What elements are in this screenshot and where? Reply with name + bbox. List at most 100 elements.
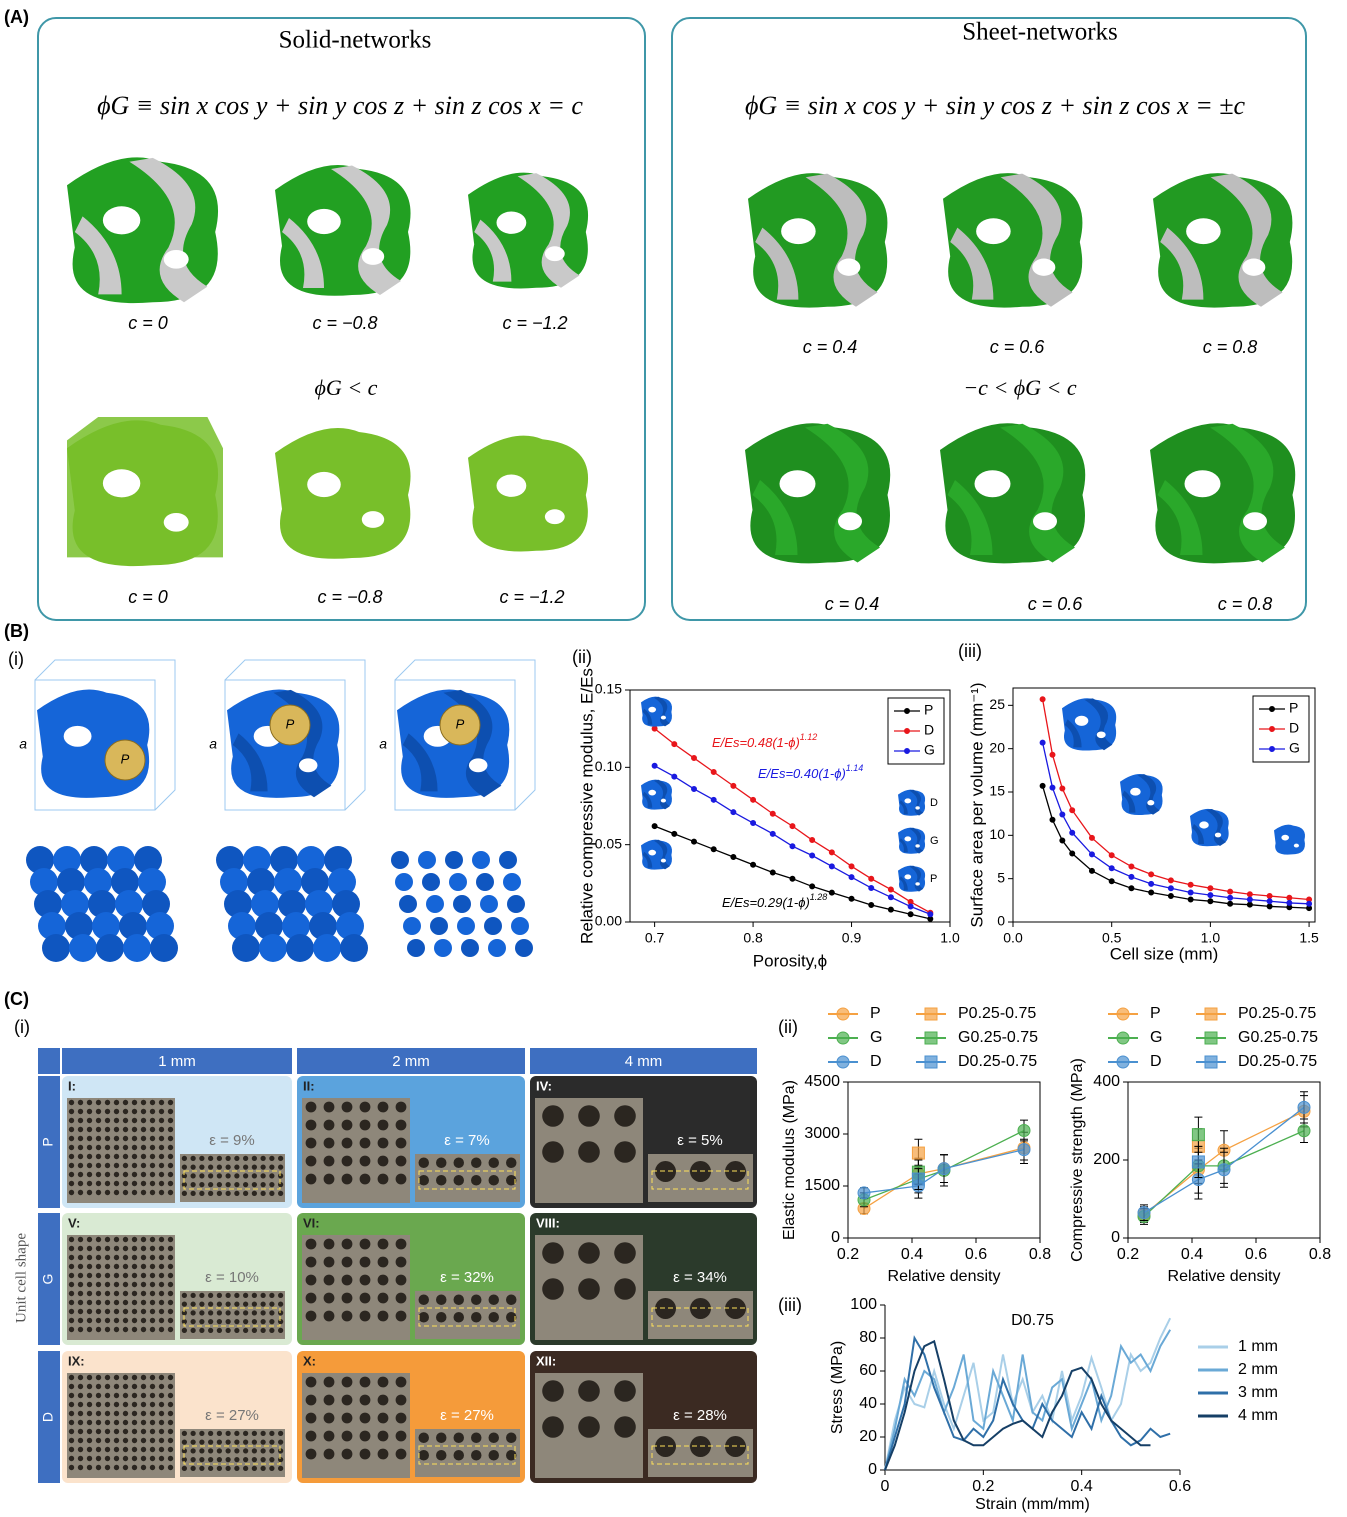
x-tick-label: 0.6 bbox=[1169, 1478, 1191, 1495]
illustration-hole bbox=[362, 511, 384, 528]
illustration-hole bbox=[1242, 259, 1265, 276]
specimen-pore bbox=[168, 1429, 173, 1434]
sub-label: (iii) bbox=[958, 641, 982, 661]
marker bbox=[731, 810, 736, 815]
specimen-pore bbox=[69, 1309, 74, 1314]
specimen-pore bbox=[96, 1118, 101, 1123]
specimen-pore bbox=[471, 1158, 482, 1169]
marker bbox=[1060, 786, 1065, 791]
specimen-pore bbox=[226, 1319, 231, 1324]
specimen-pore bbox=[396, 1413, 407, 1424]
marker bbox=[1089, 852, 1094, 857]
specimen-pore bbox=[105, 1237, 110, 1242]
specimen-pore bbox=[419, 1312, 430, 1323]
lattice-node bbox=[515, 939, 533, 957]
specimen-pore bbox=[123, 1318, 128, 1323]
illustration-hole bbox=[545, 246, 565, 261]
specimen-pore bbox=[396, 1431, 407, 1442]
specimen-pore bbox=[159, 1181, 164, 1186]
specimen-pore bbox=[261, 1191, 266, 1196]
specimen-pore bbox=[278, 1156, 283, 1161]
illustration-hole bbox=[661, 859, 666, 863]
marker bbox=[1050, 785, 1055, 790]
specimen-pore bbox=[159, 1375, 164, 1380]
illustration-hole bbox=[164, 513, 189, 532]
specimen-pore bbox=[87, 1309, 92, 1314]
specimen-pore bbox=[123, 1109, 128, 1114]
specimen-pore bbox=[96, 1181, 101, 1186]
illustration-hole bbox=[661, 716, 666, 720]
specimen-pore bbox=[132, 1384, 137, 1389]
specimen-pore bbox=[96, 1300, 101, 1305]
specimen-pore bbox=[114, 1438, 119, 1443]
specimen-pore bbox=[141, 1109, 146, 1114]
specimen-pore bbox=[87, 1375, 92, 1380]
legend-label: 2 mm bbox=[1238, 1361, 1278, 1378]
specimen-pore bbox=[150, 1190, 155, 1195]
specimen-pore bbox=[96, 1402, 101, 1407]
marker bbox=[1168, 886, 1173, 891]
specimen-pore bbox=[243, 1191, 248, 1196]
specimen-pore bbox=[150, 1291, 155, 1296]
annotation-text: E/Es=0.48(1-ϕ) bbox=[712, 735, 800, 750]
marker bbox=[1149, 872, 1154, 877]
x-tick-label: 0.2 bbox=[1117, 1246, 1139, 1263]
marker bbox=[849, 864, 854, 869]
specimen-pore bbox=[261, 1156, 266, 1161]
illustration-hole bbox=[307, 472, 341, 497]
illustration-hole bbox=[103, 206, 140, 234]
marker bbox=[849, 875, 854, 880]
specimen-pore bbox=[168, 1393, 173, 1398]
lattice-node bbox=[403, 917, 421, 935]
marker bbox=[1208, 893, 1213, 898]
specimen-pore bbox=[159, 1465, 164, 1470]
specimen-pore bbox=[396, 1377, 407, 1388]
specimen-pore bbox=[132, 1136, 137, 1141]
series-line bbox=[1043, 743, 1309, 904]
specimen-pore bbox=[234, 1440, 239, 1445]
specimen-pore bbox=[217, 1191, 222, 1196]
specimen-pore bbox=[123, 1438, 128, 1443]
lattice-node bbox=[430, 917, 448, 935]
specimen-pore bbox=[168, 1118, 173, 1123]
lattice-node bbox=[480, 895, 498, 913]
specimen-pore bbox=[217, 1466, 222, 1471]
specimen-pore bbox=[324, 1431, 335, 1442]
specimen-pore bbox=[342, 1377, 353, 1388]
specimen-pore bbox=[114, 1411, 119, 1416]
illustration-hole bbox=[904, 874, 911, 879]
specimen-pore bbox=[114, 1136, 119, 1141]
specimen-pore bbox=[123, 1255, 128, 1260]
marker bbox=[1218, 1164, 1230, 1176]
specimen-pore bbox=[226, 1466, 231, 1471]
specimen-pore bbox=[105, 1411, 110, 1416]
specimen-pore bbox=[454, 1295, 465, 1306]
marker bbox=[849, 896, 854, 901]
specimen-pore bbox=[436, 1433, 447, 1444]
specimen-pore bbox=[78, 1255, 83, 1260]
specimen-pore bbox=[87, 1237, 92, 1242]
specimen-pore bbox=[278, 1293, 283, 1298]
specimen-pore bbox=[87, 1109, 92, 1114]
lattice-node bbox=[499, 851, 517, 869]
marker bbox=[810, 838, 815, 843]
specimen-pore bbox=[360, 1293, 371, 1304]
specimen-pore bbox=[69, 1145, 74, 1150]
specimen-pore bbox=[96, 1136, 101, 1141]
annotation-exponent: 1.14 bbox=[846, 763, 864, 773]
lattice-node bbox=[472, 851, 490, 869]
y-tick-label: 0.00 bbox=[595, 913, 622, 929]
specimen-pore bbox=[78, 1109, 83, 1114]
specimen-pore bbox=[182, 1466, 187, 1471]
x-tick-label: 1.5 bbox=[1299, 930, 1319, 946]
specimen-pore bbox=[269, 1165, 274, 1170]
specimen-pore bbox=[150, 1402, 155, 1407]
illustration bbox=[641, 697, 672, 727]
specimen-pore bbox=[226, 1328, 231, 1333]
specimen-pore bbox=[226, 1293, 231, 1298]
specimen-pore bbox=[278, 1440, 283, 1445]
specimen-pore bbox=[96, 1429, 101, 1434]
specimen-pore bbox=[542, 1278, 564, 1300]
specimen-pore bbox=[419, 1450, 430, 1461]
specimen-pore bbox=[87, 1127, 92, 1132]
